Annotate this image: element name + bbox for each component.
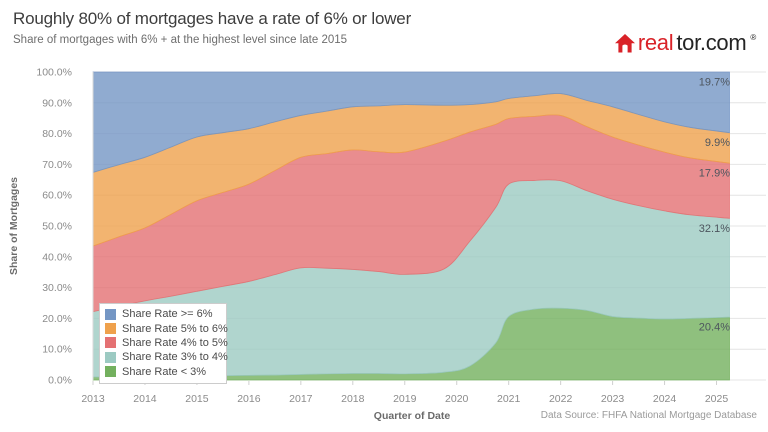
x-tick-label: 2016 xyxy=(237,393,261,405)
y-tick-label: 50.0% xyxy=(42,221,72,233)
y-tick-label: 80.0% xyxy=(42,128,72,140)
legend-item-lt3[interactable]: Share Rate < 3% xyxy=(105,365,220,379)
y-tick-label: 0.0% xyxy=(48,375,72,387)
legend-label-lt3: Share Rate < 3% xyxy=(122,365,207,378)
logo-text-real: real xyxy=(637,30,674,55)
y-tick-label: 30.0% xyxy=(42,282,72,294)
x-tick-label: 2025 xyxy=(705,393,729,405)
x-tick-label: 2020 xyxy=(445,393,469,405)
x-tick-label: 2024 xyxy=(653,393,677,405)
legend-swatch-4to5[interactable] xyxy=(105,337,116,349)
x-axis-title: Quarter of Date xyxy=(374,410,451,422)
y-tick-label: 70.0% xyxy=(42,159,72,171)
y-tick-label: 20.0% xyxy=(42,313,72,325)
y-tick-label: 100.0% xyxy=(36,67,72,79)
legend-item-5to6[interactable]: Share Rate 5% to 6% xyxy=(105,321,228,335)
legend-item-3to4[interactable]: Share Rate 3% to 4% xyxy=(105,350,228,364)
y-tick-label: 10.0% xyxy=(42,344,72,356)
data-source-note: Data Source: FHFA National Mortgage Data… xyxy=(541,410,758,421)
end-value-label-5to6: 9.9% xyxy=(705,137,730,149)
legend-item-4to5[interactable]: Share Rate 4% to 5% xyxy=(105,336,228,350)
x-tick-label: 2014 xyxy=(133,393,157,405)
end-value-label-3to4: 32.1% xyxy=(699,223,730,235)
x-tick-label: 2013 xyxy=(81,393,105,405)
legend-swatch-lt3[interactable] xyxy=(105,366,116,378)
page-title: Roughly 80% of mortgages have a rate of … xyxy=(13,9,412,28)
y-tick-label: 40.0% xyxy=(42,251,72,263)
y-axis-title: Share of Mortgages xyxy=(8,177,20,275)
x-tick-label: 2023 xyxy=(601,393,625,405)
area-series-gte6[interactable] xyxy=(92,71,730,173)
x-tick-label: 2018 xyxy=(341,393,365,405)
y-tick-label: 60.0% xyxy=(42,190,72,202)
end-value-label-4to5: 17.9% xyxy=(699,168,730,180)
y-tick-label: 90.0% xyxy=(42,97,72,109)
legend-item-gte6[interactable]: Share Rate >= 6% xyxy=(105,307,220,321)
legend-swatch-gte6[interactable] xyxy=(105,308,116,320)
x-tick-label: 2021 xyxy=(497,393,521,405)
x-tick-label: 2022 xyxy=(549,393,573,405)
x-tick-label: 2019 xyxy=(393,393,417,405)
legend-label-4to5: Share Rate 4% to 5% xyxy=(122,336,228,349)
legend-swatch-3to4[interactable] xyxy=(105,351,116,363)
end-value-label-gte6: 19.7% xyxy=(699,77,730,89)
end-value-label-lt3: 20.4% xyxy=(699,322,730,334)
legend-swatch-5to6[interactable] xyxy=(105,323,116,335)
legend-label-5to6: Share Rate 5% to 6% xyxy=(122,322,228,335)
house-icon xyxy=(614,33,635,52)
x-tick-label: 2015 xyxy=(185,393,209,405)
legend-label-3to4: Share Rate 3% to 4% xyxy=(122,351,228,364)
legend-label-gte6: Share Rate >= 6% xyxy=(122,308,213,321)
x-tick-label: 2017 xyxy=(289,393,313,405)
logo-text-torcom: tor.com xyxy=(676,30,747,55)
registered-mark: ® xyxy=(750,33,756,42)
realtor-logo: real tor.com ® xyxy=(614,30,756,55)
page-subtitle: Share of mortgages with 6% + at the high… xyxy=(13,34,348,46)
stacked-area-chart: 2013 2014 2015 2016 2017 2018 2019 2020 2021 2022… xyxy=(8,67,766,422)
chart-legend: Share Rate >= 6% Share Rate 5% to 6% Share… xyxy=(99,303,228,384)
